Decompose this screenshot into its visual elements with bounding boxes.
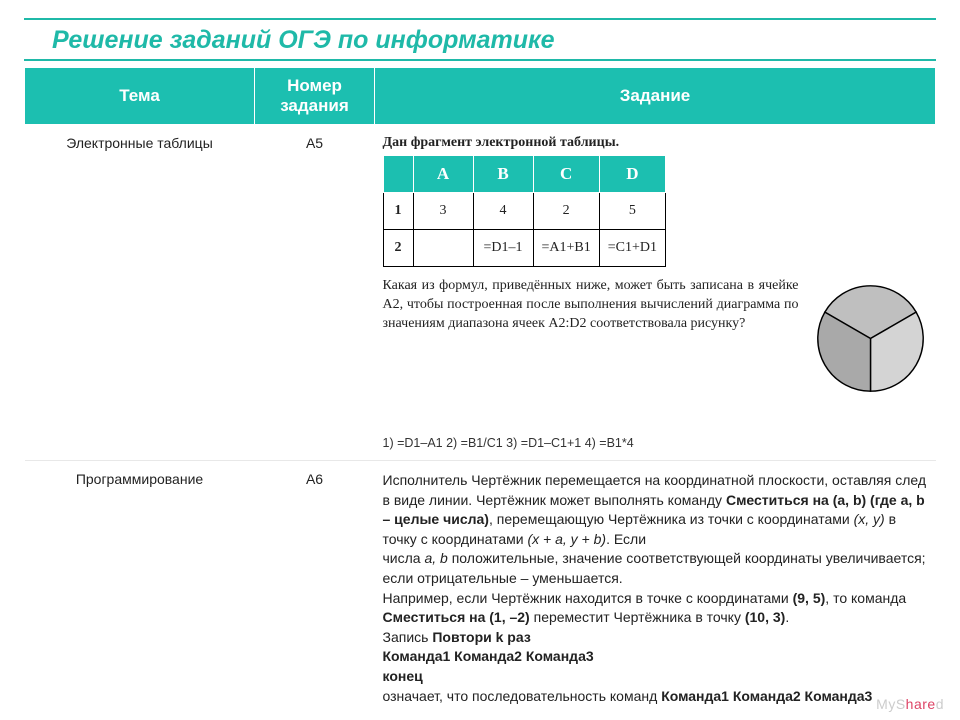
th-tema: Тема bbox=[25, 68, 255, 125]
a5-question: Какая из формул, приведённых ниже, может… bbox=[383, 277, 799, 334]
header-row: Тема Номер задания Задание bbox=[25, 68, 936, 125]
a5-tema: Электронные таблицы bbox=[25, 125, 255, 461]
row-a5: Электронные таблицы A5 Дан фрагмент элек… bbox=[25, 125, 936, 461]
main-table: Тема Номер задания Задание Электронные т… bbox=[24, 67, 936, 716]
watermark: MyShared bbox=[876, 696, 944, 712]
a6-nomer: A6 bbox=[255, 461, 375, 717]
page-title: Решение заданий ОГЭ по информатике bbox=[24, 26, 936, 55]
a5-nomer: A5 bbox=[255, 125, 375, 461]
a6-tema: Программирование bbox=[25, 461, 255, 717]
a5-task: Дан фрагмент электронной таблицы. A B C … bbox=[375, 125, 936, 461]
th-zad: Задание bbox=[375, 68, 936, 125]
spreadsheet-fragment: A B C D 1 3 4 2 5 2 =D1 bbox=[383, 155, 667, 267]
a5-answers: 1) =D1–A1 2) =B1/C1 3) =D1–C1+1 4) =B1*4 bbox=[383, 436, 928, 450]
th-nomer: Номер задания bbox=[255, 68, 375, 125]
title-bar: Решение заданий ОГЭ по информатике bbox=[24, 18, 936, 61]
fragment-label: Дан фрагмент электронной таблицы. bbox=[383, 135, 928, 151]
pie-chart-icon bbox=[813, 281, 928, 396]
row-a6: Программирование A6 Исполнитель Чертёжни… bbox=[25, 461, 936, 717]
a6-task: Исполнитель Чертёжник перемещается на ко… bbox=[375, 461, 936, 717]
